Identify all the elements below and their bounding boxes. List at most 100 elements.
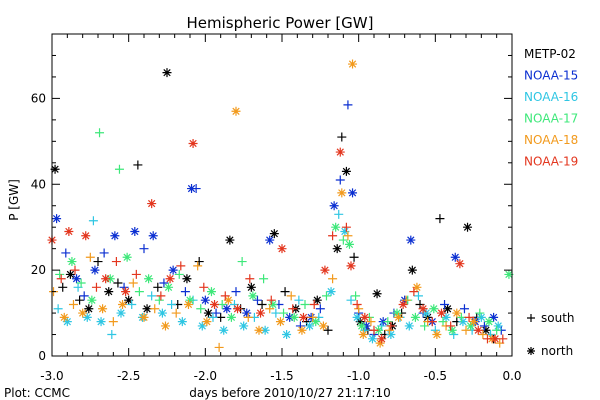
data-point-north: [157, 308, 167, 318]
data-point-south: [286, 291, 296, 301]
data-point-north: [226, 312, 236, 322]
data-point-north: [277, 244, 287, 254]
data-point-south: [252, 295, 262, 305]
south-marker-icon: [527, 314, 535, 322]
data-point-south: [343, 100, 353, 110]
data-point-north: [355, 317, 365, 327]
data-point-south: [196, 304, 206, 314]
data-point-north: [260, 325, 270, 335]
data-point-south: [321, 291, 331, 301]
data-point-north: [65, 269, 75, 279]
data-point-south: [478, 330, 488, 340]
data-point-north: [144, 274, 154, 284]
data-point-south: [456, 312, 466, 322]
data-point-north: [182, 274, 192, 284]
data-point-south: [309, 299, 319, 309]
data-point-north: [78, 308, 88, 318]
data-point-south: [208, 312, 218, 322]
data-point-north: [441, 312, 451, 322]
data-point-north: [463, 222, 473, 232]
data-point-north: [269, 229, 279, 239]
data-point-north: [337, 188, 347, 198]
data-point-north: [341, 166, 351, 176]
data-point-south: [435, 214, 445, 224]
data-point-north: [412, 282, 422, 292]
data-point-north: [50, 164, 60, 174]
data-point-south: [167, 299, 177, 309]
data-point-south: [280, 287, 290, 297]
data-point-north: [81, 231, 91, 241]
data-point-south: [343, 231, 353, 241]
data-point-south: [93, 257, 103, 267]
data-point-north: [311, 317, 321, 327]
data-point-south: [352, 299, 362, 309]
data-point-south: [279, 308, 289, 318]
data-point-north: [242, 308, 252, 318]
data-point-north: [268, 299, 278, 309]
data-point-north: [374, 325, 384, 335]
y-tick-label: 40: [31, 177, 46, 191]
x-tick-label: -1.5: [270, 369, 293, 383]
data-point-north: [326, 287, 336, 297]
data-point-north: [344, 239, 354, 249]
data-point-north: [335, 147, 345, 157]
data-point-north: [52, 214, 62, 224]
data-point-south: [337, 132, 347, 142]
data-point-north: [357, 321, 367, 331]
y-tick-label: 0: [38, 349, 46, 363]
data-point-north: [360, 312, 370, 322]
data-point-south: [338, 235, 348, 245]
data-point-south: [128, 278, 138, 288]
data-point-north: [320, 265, 330, 275]
data-point-south: [61, 248, 71, 258]
data-point-north: [84, 304, 94, 314]
marker-legend-label: south: [541, 311, 575, 325]
data-point-north: [64, 226, 74, 236]
data-point-north: [490, 334, 500, 344]
data-point-south: [191, 184, 201, 194]
data-point-north: [275, 317, 285, 327]
data-point-south: [217, 299, 227, 309]
data-point-south: [174, 269, 184, 279]
data-point-north: [248, 291, 258, 301]
y-tick-label: 60: [31, 91, 46, 105]
data-point-south: [479, 321, 489, 331]
data-point-south: [68, 299, 78, 309]
data-point-north: [139, 312, 149, 322]
data-point-north: [450, 252, 460, 262]
data-point-north: [219, 325, 229, 335]
data-point-south: [328, 274, 338, 284]
data-point-south: [180, 287, 190, 297]
data-point-south: [459, 304, 469, 314]
data-point-south: [70, 265, 80, 275]
data-point-north: [484, 317, 494, 327]
data-point-north: [185, 295, 195, 305]
data-point-south: [498, 334, 508, 344]
x-tick-label: 0.0: [502, 369, 521, 383]
data-point-north: [67, 257, 77, 267]
data-point-north: [206, 287, 216, 297]
data-point-north: [246, 282, 256, 292]
data-point-south: [294, 295, 304, 305]
data-point-north: [436, 308, 446, 318]
data-point-north: [331, 222, 341, 232]
data-point-north: [116, 308, 126, 318]
data-point-north: [147, 199, 157, 209]
data-point-north: [358, 330, 368, 340]
data-point-north: [187, 184, 197, 194]
data-point-south: [55, 269, 65, 279]
data-point-south: [349, 252, 359, 262]
data-point-north: [62, 317, 72, 327]
data-point-south: [341, 222, 351, 232]
data-point-south: [440, 299, 450, 309]
data-point-north: [346, 261, 356, 271]
data-point-north: [429, 304, 439, 314]
data-point-north: [101, 274, 111, 284]
data-point-north: [348, 59, 358, 69]
data-point-north: [59, 312, 69, 322]
data-point-south: [131, 269, 141, 279]
series-legend: METP-02 NOAA-15 NOAA-16 NOAA-17 NOAA-18 NOAA-…: [524, 47, 578, 169]
data-point-south: [53, 304, 63, 314]
data-point-south: [139, 244, 149, 254]
